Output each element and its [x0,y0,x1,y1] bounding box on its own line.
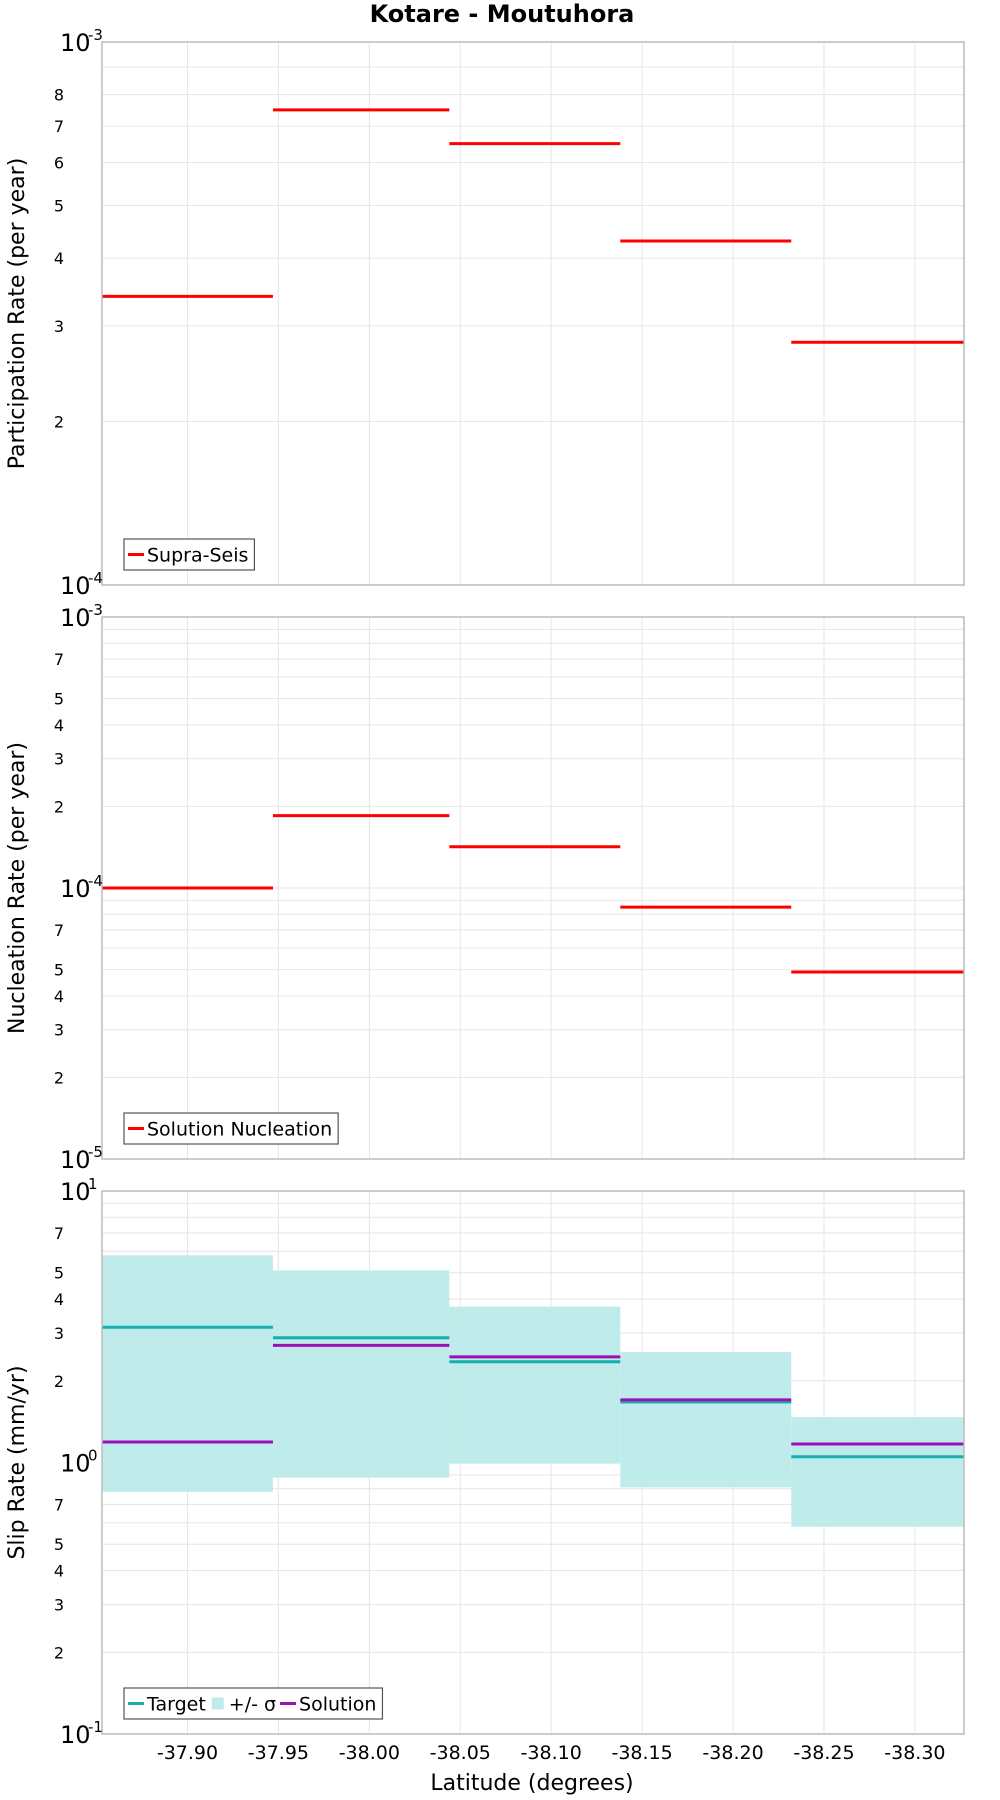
y-tick-label-minor: 2 [54,413,64,432]
sigma-band-segment [272,1270,450,1478]
y-tick-label-exponent: -5 [88,1143,103,1161]
x-tick-label: -37.95 [248,1742,309,1764]
y-tick-label-minor: 5 [54,1264,64,1283]
x-tick-label: -38.25 [793,1742,854,1764]
chart-title: Kotare - Moutuhora [370,0,635,28]
y-tick-label-major: 10 [60,1721,91,1749]
y-tick-label-minor: 7 [54,1496,64,1515]
legend-box [123,538,256,571]
x-tick-label: -38.30 [884,1742,945,1764]
y-tick-label-major: 10 [60,29,91,57]
y-tick-label-major: 10 [60,1450,91,1478]
legend-box [123,1112,339,1145]
y-tick-label-minor: 4 [54,987,64,1006]
y-tick-label-minor: 2 [54,1643,64,1662]
x-tick-label: -37.90 [157,1742,218,1764]
x-tick-label: -38.20 [702,1742,763,1764]
y-tick-label-minor: 4 [54,1562,64,1581]
y-tick-label-major: 10 [60,572,91,600]
y-tick-label-minor: 5 [54,961,64,980]
y-axis-label: Slip Rate (mm/yr) [5,1365,30,1559]
legend-label: +/- σ [229,1694,276,1716]
legend-label: Solution Nucleation [147,1119,332,1141]
legend-swatch [211,1697,224,1710]
x-tick-label: -38.15 [611,1742,672,1764]
y-tick-label-minor: 7 [54,1224,64,1243]
y-tick-label-minor: 2 [54,1068,64,1087]
y-tick-label-minor: 2 [54,1372,64,1391]
y-axis-label: Participation Rate (per year) [5,158,30,470]
y-tick-label-minor: 3 [54,750,64,769]
y-tick-label-minor: 4 [54,1290,64,1309]
y-tick-label-major: 10 [60,604,91,632]
y-tick-label-minor: 7 [54,921,64,940]
legend-label: Supra-Seis [147,545,248,567]
y-tick-label-exponent: -3 [88,26,103,44]
sigma-band-segment [102,1255,273,1492]
y-tick-label-minor: 4 [54,716,64,735]
x-axis-label: Latitude (degrees) [430,1771,633,1796]
sigma-band-segment [620,1352,792,1488]
y-tick-label-minor: 5 [54,196,64,215]
y-tick-label-minor: 7 [54,650,64,669]
y-tick-label-minor: 5 [54,690,64,709]
y-tick-label-exponent: -4 [88,569,103,587]
y-tick-label-minor: 6 [54,153,64,172]
x-tick-label: -38.10 [521,1742,582,1764]
y-tick-label-major: 10 [60,875,91,903]
x-tick-label: -38.05 [430,1742,491,1764]
legend-box [123,1687,384,1720]
y-tick-label-minor: 2 [54,797,64,816]
y-tick-label-minor: 3 [54,1595,64,1614]
y-tick-label-minor: 7 [54,117,64,136]
x-tick-label: -38.00 [339,1742,400,1764]
y-tick-label-exponent: -3 [88,601,103,619]
y-tick-label-exponent: -1 [88,1718,103,1736]
legend: Solution Nucleation [123,1112,339,1145]
y-tick-label-minor: 8 [54,86,64,105]
legend: Target +/- σ Solution [123,1687,384,1720]
y-tick-label-exponent: 1 [88,1175,98,1193]
legend-label: Target [146,1694,206,1716]
y-tick-label-minor: 5 [54,1535,64,1554]
sigma-band-segment [791,1417,964,1527]
y-tick-label-major: 10 [60,1146,91,1174]
y-tick-label-minor: 3 [54,1021,64,1040]
y-tick-label-exponent: 0 [88,1447,98,1465]
plot-frame [101,41,965,586]
y-tick-label-exponent: -4 [88,872,103,890]
y-tick-label-minor: 3 [54,1324,64,1343]
legend-label: Solution [299,1694,376,1716]
legend: Supra-Seis [123,538,256,571]
y-tick-label-minor: 4 [54,249,64,268]
y-tick-label-minor: 3 [54,317,64,336]
plot-frame [101,616,965,1160]
sigma-band-segment [449,1306,621,1464]
plot-frame [101,1190,965,1735]
y-tick-label-major: 10 [60,1178,91,1206]
y-axis-label: Nucleation Rate (per year) [5,742,30,1034]
